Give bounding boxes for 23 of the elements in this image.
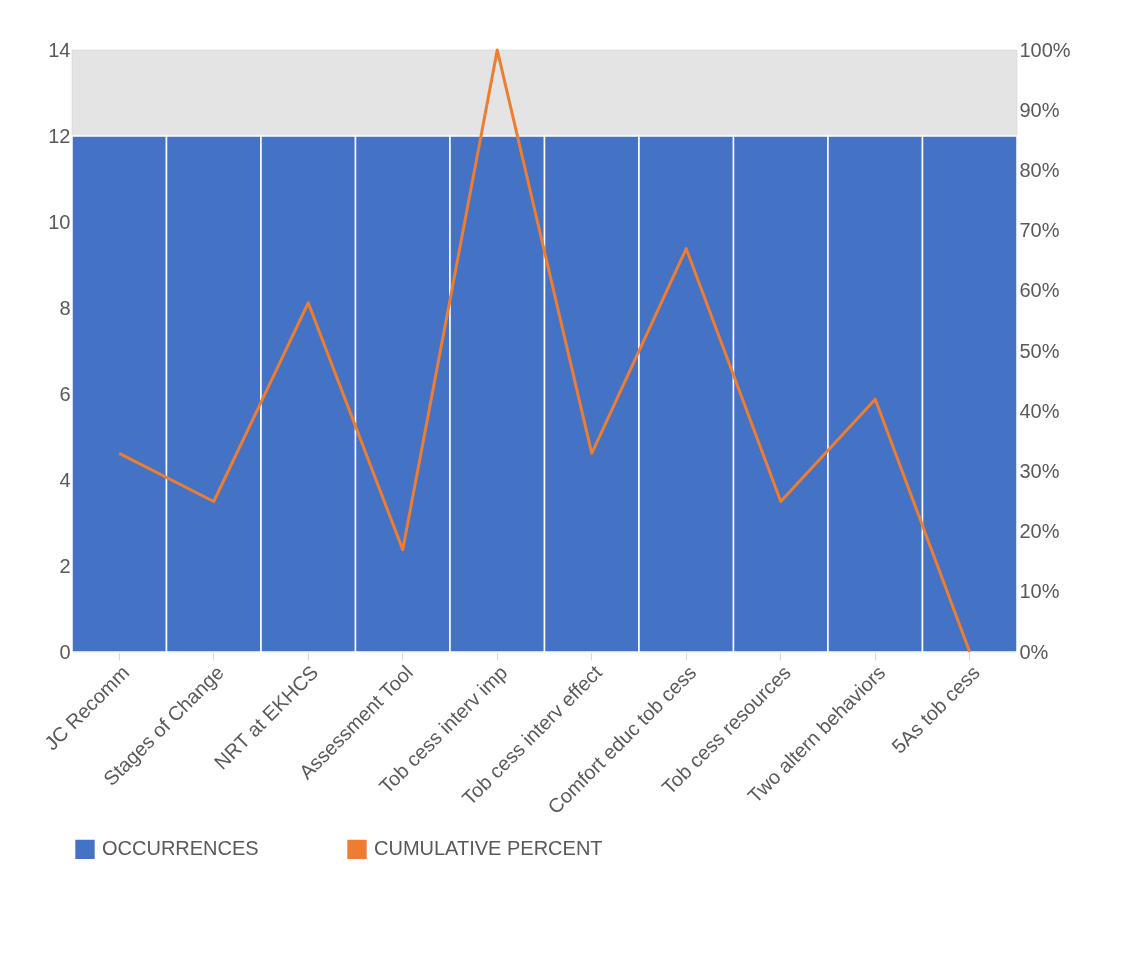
- legend-label: OCCURRENCES: [102, 837, 259, 860]
- y-tick-label: 14: [48, 38, 71, 61]
- y2-tick-label: 40%: [1019, 399, 1060, 422]
- y2-tick-label: 50%: [1019, 339, 1060, 362]
- y2-tick-label: 60%: [1019, 279, 1060, 302]
- y-tick-label: 0: [59, 640, 71, 663]
- y2-tick-label: 20%: [1019, 520, 1060, 543]
- y-tick-label: 12: [48, 124, 71, 147]
- y2-tick-label: 70%: [1019, 219, 1060, 242]
- y-tick-label: 4: [59, 468, 71, 491]
- y2-tick-label: 100%: [1019, 38, 1071, 61]
- y2-tick-label: 80%: [1019, 158, 1060, 181]
- y-tick-label: 10: [48, 210, 71, 233]
- x-tick-label: 5As tob cess: [887, 661, 984, 758]
- line-series: [117, 48, 972, 654]
- y2-tick-label: 90%: [1019, 98, 1060, 121]
- y-tick-label: 6: [59, 382, 71, 405]
- legend-label: CUMULATIVE PERCENT: [374, 837, 603, 860]
- y-tick-label: 8: [59, 296, 71, 319]
- y-tick-label: 2: [59, 554, 71, 577]
- y2-tick-label: 30%: [1019, 459, 1060, 482]
- y2-tick-label: 0%: [1019, 640, 1049, 663]
- y2-tick-label: 10%: [1019, 580, 1060, 603]
